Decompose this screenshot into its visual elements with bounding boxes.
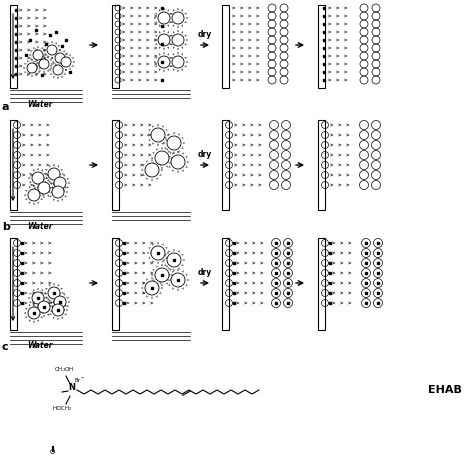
Text: c: c bbox=[2, 342, 9, 352]
Circle shape bbox=[52, 304, 64, 316]
Circle shape bbox=[54, 177, 66, 189]
Circle shape bbox=[171, 273, 185, 287]
Circle shape bbox=[47, 45, 57, 55]
Circle shape bbox=[172, 56, 184, 68]
Bar bbox=[10, 5, 17, 88]
Text: Water: Water bbox=[27, 100, 53, 109]
Circle shape bbox=[48, 287, 60, 299]
Circle shape bbox=[28, 189, 40, 201]
Text: dry: dry bbox=[198, 150, 212, 159]
Circle shape bbox=[28, 307, 40, 319]
Bar bbox=[112, 5, 119, 88]
Bar bbox=[10, 238, 17, 330]
Circle shape bbox=[158, 12, 170, 24]
Circle shape bbox=[52, 186, 64, 198]
Circle shape bbox=[48, 168, 60, 180]
Circle shape bbox=[167, 253, 181, 267]
Circle shape bbox=[145, 281, 159, 295]
Circle shape bbox=[167, 136, 181, 150]
Text: dry: dry bbox=[198, 30, 212, 39]
Circle shape bbox=[32, 172, 44, 184]
Text: HOCH$_2$: HOCH$_2$ bbox=[52, 404, 73, 413]
Circle shape bbox=[172, 34, 184, 46]
Text: O: O bbox=[49, 449, 55, 455]
Circle shape bbox=[155, 151, 169, 165]
Circle shape bbox=[33, 50, 43, 60]
Bar bbox=[222, 120, 229, 210]
Text: a: a bbox=[2, 102, 9, 112]
Circle shape bbox=[61, 57, 71, 67]
Circle shape bbox=[145, 163, 159, 177]
Circle shape bbox=[54, 296, 66, 308]
Bar bbox=[112, 238, 119, 330]
Bar bbox=[112, 120, 119, 210]
Circle shape bbox=[39, 59, 49, 69]
Text: N: N bbox=[69, 383, 75, 392]
Text: dry: dry bbox=[198, 268, 212, 277]
Text: CH$_2$OH: CH$_2$OH bbox=[54, 365, 74, 374]
Text: Water: Water bbox=[27, 341, 53, 350]
Text: Br$^-$: Br$^-$ bbox=[74, 376, 86, 384]
Circle shape bbox=[151, 246, 165, 260]
Circle shape bbox=[158, 56, 170, 68]
Circle shape bbox=[151, 128, 165, 142]
Circle shape bbox=[53, 65, 63, 75]
Text: EHAB: EHAB bbox=[428, 385, 462, 395]
Circle shape bbox=[171, 155, 185, 169]
Bar bbox=[222, 238, 229, 330]
Circle shape bbox=[158, 34, 170, 46]
Circle shape bbox=[38, 182, 50, 194]
Bar bbox=[318, 120, 325, 210]
Bar bbox=[222, 5, 229, 88]
Bar bbox=[318, 238, 325, 330]
Circle shape bbox=[55, 53, 65, 63]
Text: Water: Water bbox=[27, 221, 53, 230]
Circle shape bbox=[155, 268, 169, 282]
Circle shape bbox=[172, 12, 184, 24]
Bar bbox=[318, 5, 325, 88]
Circle shape bbox=[38, 301, 50, 313]
Circle shape bbox=[27, 63, 37, 73]
Circle shape bbox=[32, 292, 44, 304]
Text: b: b bbox=[2, 222, 10, 232]
Bar bbox=[10, 120, 17, 210]
